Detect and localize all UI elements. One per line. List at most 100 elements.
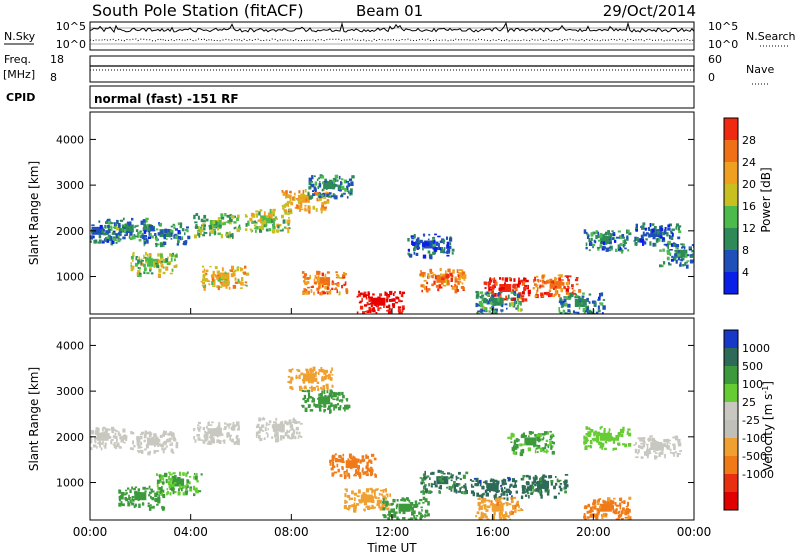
velocity-echo <box>605 513 608 516</box>
power-echo <box>289 191 292 194</box>
velocity-echo <box>348 453 352 458</box>
velocity-echo <box>308 380 311 384</box>
power-echo <box>287 194 290 199</box>
velocity-echo <box>407 518 411 520</box>
velocity-echo <box>116 438 118 443</box>
power-echo <box>313 291 315 296</box>
velocity-echo <box>478 502 482 505</box>
power-echo <box>367 292 370 295</box>
velocity-echo <box>129 499 132 503</box>
power-echo <box>393 292 395 296</box>
velocity-echo <box>134 491 137 494</box>
power-echo <box>563 286 566 289</box>
velocity-echo <box>599 498 601 500</box>
power-echo <box>595 311 599 314</box>
velocity-echo <box>587 445 590 448</box>
velocity-echo <box>328 392 332 395</box>
velocity-echo <box>615 504 620 507</box>
power-echo <box>233 221 237 224</box>
velocity-echo <box>620 517 624 520</box>
velocity-echo <box>230 427 233 431</box>
velocity-echo <box>323 400 326 405</box>
velocity-echo <box>196 479 199 483</box>
power-echo <box>666 232 669 237</box>
power-echo <box>226 221 230 223</box>
power-echo <box>549 293 553 297</box>
power-echo <box>283 226 287 229</box>
velocity-echo <box>528 431 532 435</box>
y-tick-label: 2000 <box>56 431 84 444</box>
power-echo <box>78 222 81 224</box>
nsky-label: N.Sky <box>4 30 36 43</box>
power-echo <box>150 227 153 232</box>
velocity-echo <box>439 477 442 480</box>
velocity-echo <box>94 440 97 444</box>
velocity-echo <box>371 504 374 510</box>
power-echo <box>224 213 227 217</box>
velocity-echo <box>426 476 428 479</box>
velocity-echo <box>530 487 533 492</box>
velocity-echo <box>471 480 475 482</box>
velocity-echo <box>666 438 669 442</box>
power-echo <box>521 281 526 286</box>
power-echo <box>251 220 255 224</box>
power-echo <box>656 230 660 235</box>
velocity-echo <box>493 494 497 498</box>
velocity-echo <box>498 514 501 519</box>
power-echo <box>436 247 440 250</box>
power-echo <box>432 244 436 247</box>
power-echo <box>334 287 338 290</box>
power-echo <box>321 205 324 208</box>
velocity-echo <box>556 478 559 483</box>
velocity-echo <box>169 443 172 446</box>
velocity-echo <box>388 514 392 518</box>
velocity-echo <box>85 429 88 431</box>
velocity-echo <box>604 506 608 511</box>
power-echo <box>264 219 267 224</box>
power-echo <box>267 212 270 217</box>
velocity-echo <box>393 508 395 513</box>
velocity-echo <box>464 487 467 492</box>
velocity-echo <box>344 500 346 502</box>
power-echo <box>163 232 166 235</box>
power-echo <box>170 225 173 228</box>
velocity-echo <box>287 435 290 439</box>
power-echo <box>442 284 447 287</box>
velocity-echo <box>197 428 201 431</box>
cpid-panel: CPID normal (fast) -151 RF <box>6 85 695 109</box>
velocity-echo <box>282 435 285 440</box>
power-echo <box>208 283 211 286</box>
velocity-echo <box>665 445 668 448</box>
power-echo <box>229 269 232 272</box>
power-echo <box>572 289 576 292</box>
velocity-echo <box>159 479 161 482</box>
velocity-echo <box>634 448 638 454</box>
velocity-echo <box>546 431 549 435</box>
power-echo <box>326 286 329 290</box>
power-echo <box>645 238 648 241</box>
velocity-echo <box>498 500 501 503</box>
power-echo <box>374 302 377 307</box>
velocity-echo <box>635 441 637 445</box>
power-echo <box>479 295 483 299</box>
velocity-echo <box>139 433 143 436</box>
power-echo <box>197 232 199 236</box>
velocity-echo <box>503 490 507 493</box>
power-echo <box>607 230 609 235</box>
velocity-echo <box>142 502 144 506</box>
power-echo <box>597 247 600 251</box>
velocity-echo <box>274 429 278 434</box>
velocity-echo <box>523 434 527 438</box>
power-echo <box>392 305 395 309</box>
power-echo <box>312 205 316 210</box>
power-echo <box>442 239 446 243</box>
power-echo <box>600 302 604 306</box>
velocity-echo <box>118 489 122 494</box>
velocity-echo <box>334 453 337 456</box>
velocity-echo <box>628 496 632 500</box>
velocity-echo <box>124 435 128 439</box>
velocity-echo <box>369 487 373 491</box>
power-echo <box>135 256 138 258</box>
velocity-echo <box>422 501 425 504</box>
power-echo <box>229 233 233 238</box>
